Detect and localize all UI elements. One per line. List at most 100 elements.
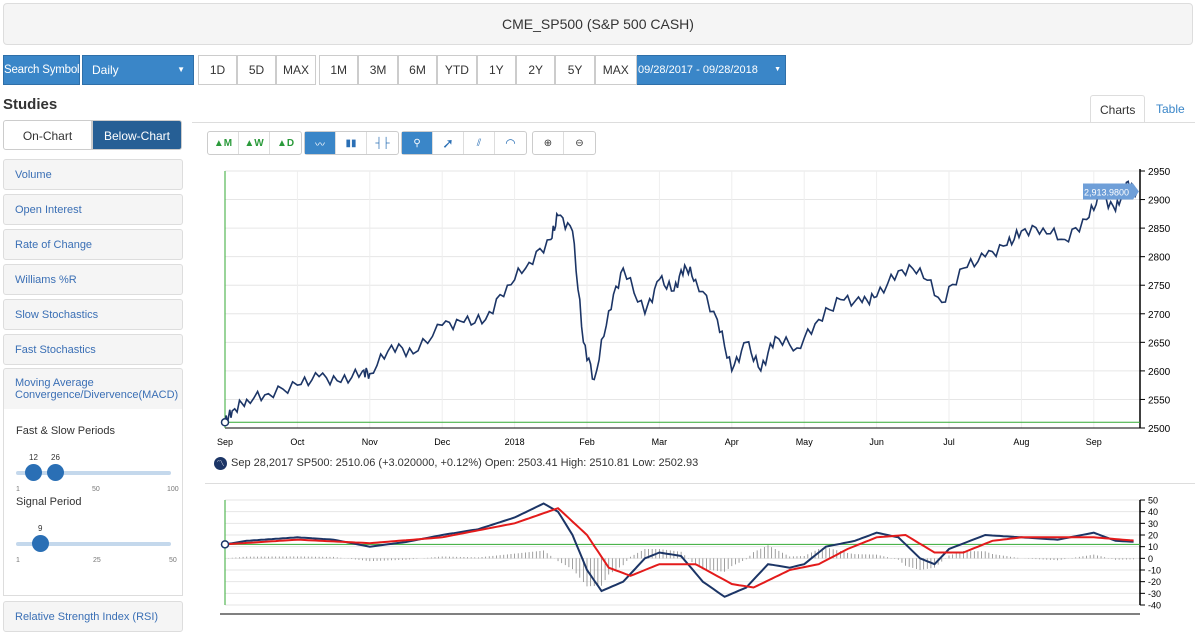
study-rsi[interactable]: Relative Strength Index (RSI) [3,601,183,632]
search-symbol-button[interactable]: Search Symbol [3,55,80,85]
signal-slider-track[interactable] [16,542,171,546]
study-item[interactable]: Slow Stochastics [3,299,183,330]
monthly-icon[interactable]: ▲M [208,132,239,154]
x-tick-label: 2018 [505,437,525,447]
caret-down-icon: ▼ [774,66,781,73]
y-tick-label: 2900 [1148,196,1171,207]
x-tick-label: Jun [869,437,884,447]
price-info-line: Sep 28,2017 SP500: 2510.06 (+3.020000, +… [231,457,699,469]
x-tick-label: Apr [725,437,739,447]
fast-slider-handle[interactable] [25,464,42,481]
study-item[interactable]: Williams %R [3,264,183,295]
signal-period-label: Signal Period [16,496,82,508]
signal-value: 9 [38,524,43,533]
pointer-icon[interactable]: ➚ [433,132,464,154]
tab-table[interactable]: Table [1156,102,1185,116]
slow-slider-handle[interactable] [47,464,64,481]
chart-area [192,122,1195,620]
x-tick-label: Jul [943,437,955,447]
zoom-in-icon[interactable]: ⊕ [533,132,564,154]
bar-chart-icon[interactable]: ▮▮ [336,132,367,154]
date-range-picker[interactable]: 09/28/2017 - 09/28/2018 ▼ [635,55,786,85]
fast-slow-slider-track[interactable] [16,471,171,475]
tick: 50 [169,557,177,564]
y-tick-label: 2550 [1148,395,1171,406]
tick: 50 [92,486,100,493]
price-line [224,180,1138,424]
trendline-icon[interactable]: ⫽ [464,132,495,154]
fast-slow-label: Fast & Slow Periods [16,425,116,437]
range-button[interactable]: 1D [198,55,237,85]
y-tick-label: 30 [1148,519,1158,529]
signal-line [224,507,1134,589]
y-tick-label: 20 [1148,531,1158,541]
zoom-out-icon[interactable]: ⊖ [575,137,584,149]
cursor-marker [220,418,230,427]
x-tick-label: Dec [434,437,451,447]
range-button[interactable]: 6M [397,55,438,85]
last-price-badge [1083,183,1139,200]
date-range-value: 09/28/2017 - 09/28/2018 [638,64,758,76]
y-tick-label: 0 [1148,554,1153,564]
chart-type-toolbar: 〰 ▮▮ ┤├ [304,131,399,155]
period-toolbar: ▲M ▲W ▲D [207,131,302,155]
y-tick-label: -10 [1148,566,1161,576]
interval-value: Daily [92,63,119,77]
x-tick-label: May [796,437,814,447]
study-item[interactable]: Volume [3,159,183,190]
y-tick-label: -40 [1148,601,1161,611]
weekly-icon[interactable]: ▲W [239,132,270,154]
caret-down-icon: ▼ [177,65,185,74]
y-tick-label: 2650 [1148,338,1171,349]
line-chart-icon[interactable]: 〰 [305,132,336,154]
x-tick-label: Mar [652,437,668,447]
slow-value: 26 [51,453,60,462]
signal-slider-handle[interactable] [32,535,49,552]
page-title: CME_SP500 (S&P 500 CASH) [3,3,1193,45]
interval-select[interactable]: Daily ▼ [82,55,194,85]
study-item[interactable]: Rate of Change [3,229,183,260]
study-item[interactable]: Fast Stochastics [3,334,183,365]
below-chart-tab[interactable]: Below-Chart [92,120,182,150]
fibonacci-icon[interactable]: ◠ [505,136,516,150]
cursor-marker [220,540,230,549]
macd-line [224,502,1134,598]
last-price-label: 2,913.9800 [1084,188,1129,198]
daily-icon[interactable]: ▲D [276,137,295,149]
study-macd[interactable]: Moving Average Convergence/Divervence(MA… [3,368,183,409]
study-item[interactable]: Open Interest [3,194,183,225]
y-tick-label: 2800 [1148,253,1171,264]
range-button[interactable]: MAX [276,55,316,85]
range-button[interactable]: 5Y [555,55,595,85]
ohlc-icon[interactable]: ┤├ [375,137,390,149]
y-tick-label: -30 [1148,589,1161,599]
range-button[interactable]: 1M [319,55,359,85]
tick: 1 [16,557,20,564]
range-button[interactable]: 5D [237,55,276,85]
zoom-box-icon[interactable]: ⚲ [402,132,433,154]
range-button[interactable]: 2Y [516,55,556,85]
tab-charts[interactable]: Charts [1090,95,1146,123]
x-tick-label: Aug [1013,437,1029,447]
series-icon: 〽 [214,457,227,470]
range-button[interactable]: MAX [594,55,637,85]
range-button[interactable]: 1Y [476,55,516,85]
y-tick-label: 2850 [1148,224,1171,235]
tick: 100 [167,486,179,493]
y-tick-label: 10 [1148,542,1158,552]
zoom-toolbar: ⊕ ⊖ [532,131,596,155]
range-button[interactable]: YTD [437,55,477,85]
macd-settings-panel: Fast & Slow Periods 12 26 1 50 100 Signa… [3,409,183,596]
on-chart-tab[interactable]: On-Chart [3,120,92,150]
y-tick-label: 40 [1148,507,1158,517]
y-tick-label: 2500 [1148,424,1171,435]
x-tick-label: Oct [290,437,305,447]
price-chart[interactable]: 2500 2550 2600 2650 2700 2750 2800 2850 2900 2950… [205,160,1195,450]
fast-value: 12 [29,453,38,462]
tick: 1 [16,486,20,493]
y-tick-label: 50 [1148,496,1158,506]
range-button[interactable]: 3M [358,55,398,85]
y-tick-label: 2700 [1148,310,1171,321]
y-tick-label: 2950 [1148,167,1171,178]
